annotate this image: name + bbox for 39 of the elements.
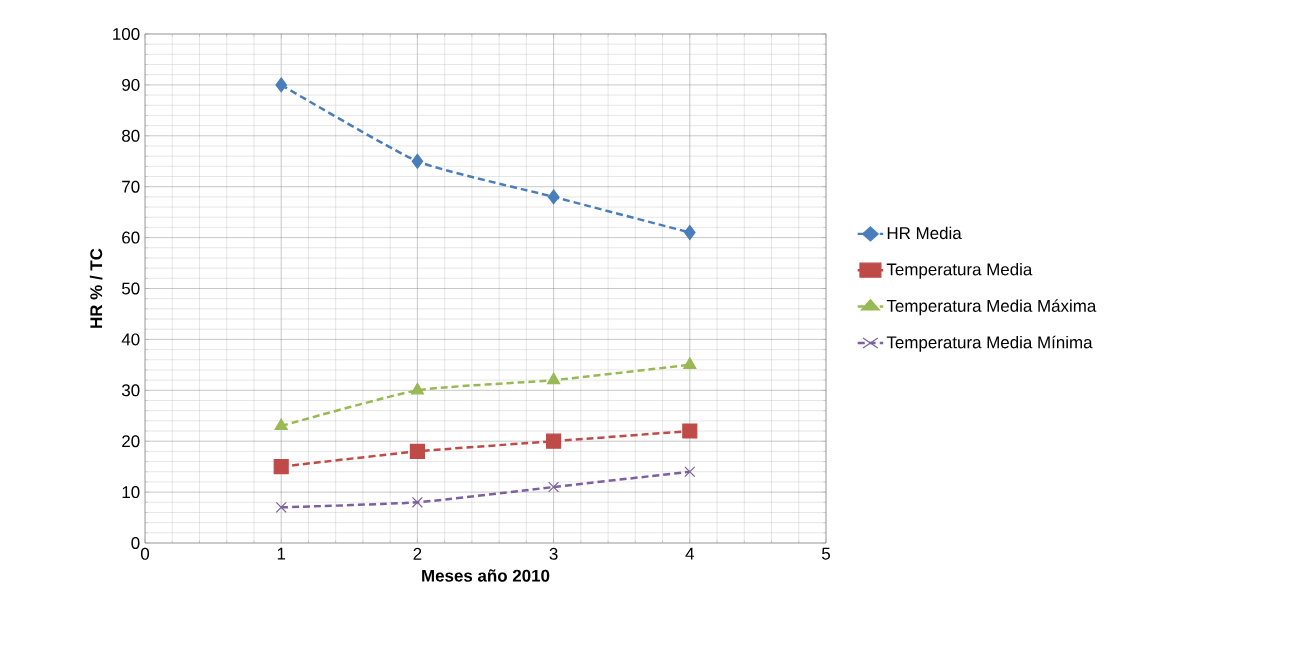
y-axis-title: HR % / TC: [89, 248, 103, 328]
legend-label: Temperatura Media Mínima: [886, 335, 1093, 352]
point: [546, 372, 561, 385]
point: [411, 496, 423, 508]
point: [546, 433, 562, 449]
x-tick-label: 5: [821, 547, 830, 560]
y-tick-label: 0: [131, 537, 140, 549]
legend-label: HR Media: [887, 226, 962, 240]
point: [274, 418, 288, 431]
point: [684, 466, 696, 478]
x-tick-label: 3: [549, 547, 558, 560]
y-tick-label: 70: [122, 180, 140, 193]
point: [683, 224, 696, 241]
point: [683, 357, 697, 369]
legend-label: Temperatura Media Máxima: [886, 299, 1097, 316]
legend-label: Temperatura Media: [886, 262, 1033, 279]
point: [273, 459, 289, 475]
point: [411, 153, 424, 169]
y-tick-label: 80: [122, 129, 140, 142]
point: [275, 77, 288, 93]
point: [409, 443, 425, 459]
point: [682, 423, 698, 439]
point: [547, 189, 560, 205]
y-tick-label: 50: [121, 282, 140, 295]
x-tick-label: 4: [685, 547, 695, 560]
y-tick-label: 40: [121, 333, 140, 346]
point: [548, 481, 560, 493]
y-tick-label: 30: [121, 384, 140, 397]
y-tick-label: 10: [122, 486, 140, 499]
point: [410, 382, 425, 395]
x-tick-label: 1: [277, 547, 286, 560]
x-tick-label: 0: [140, 547, 150, 560]
x-tick-label: 2: [413, 547, 422, 560]
point: [275, 501, 287, 513]
y-tick-label: 100: [113, 27, 140, 40]
y-tick-label: 20: [122, 435, 140, 448]
x-axis-title: Meses año 2010: [422, 569, 550, 582]
y-tick-label: 90: [122, 78, 140, 91]
y-tick-label: 60: [122, 231, 140, 244]
